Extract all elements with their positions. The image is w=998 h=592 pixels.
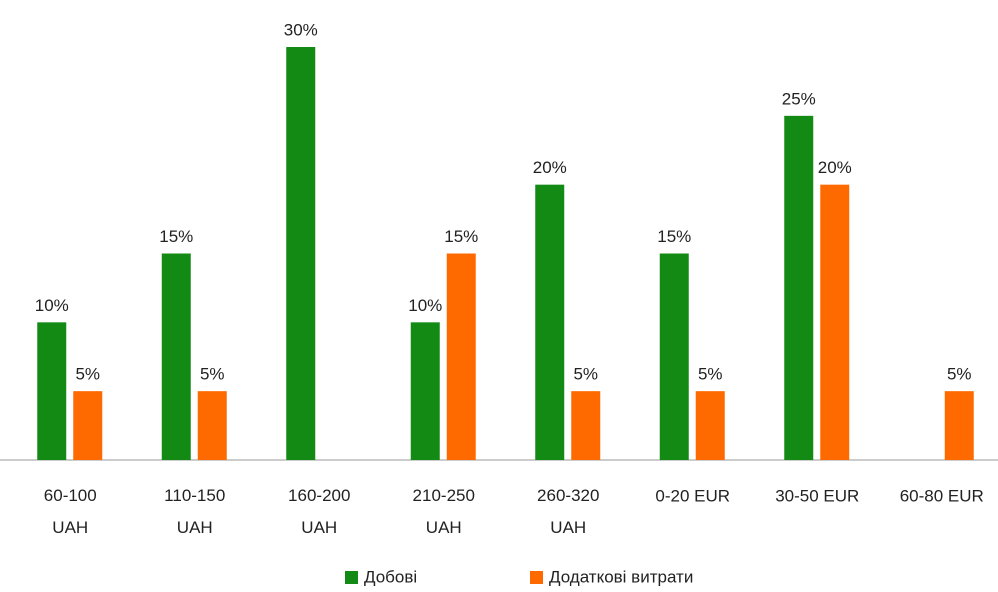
bar	[286, 47, 316, 460]
data-label: 20%	[533, 158, 567, 177]
x-tick-label: 260-320 UAH	[537, 486, 599, 537]
legend-label: Добові	[364, 567, 417, 586]
x-tick-label: 210-250 UAH	[413, 486, 475, 537]
bar	[73, 391, 103, 460]
bar	[571, 391, 601, 460]
bar	[535, 184, 565, 460]
data-label: 10%	[35, 296, 69, 315]
x-tick-label: 0-20 EUR	[655, 486, 730, 505]
bar	[784, 115, 814, 460]
data-label: 15%	[444, 227, 478, 246]
legend-swatch	[345, 571, 358, 584]
bar	[695, 391, 725, 460]
data-label: 5%	[573, 365, 598, 384]
x-tick-label: 30-50 EUR	[775, 486, 859, 505]
bar	[944, 391, 974, 460]
data-label: 25%	[782, 89, 816, 108]
x-tick-label: 160-200 UAH	[288, 486, 350, 537]
x-tick-label: 60-80 EUR	[900, 486, 984, 505]
legend-label: Додаткові витрати	[549, 567, 693, 586]
bar	[820, 184, 850, 460]
data-label: 5%	[698, 365, 723, 384]
x-tick-label: 60-100 UAH	[44, 486, 97, 537]
legend-swatch	[530, 571, 543, 584]
bar	[197, 391, 227, 460]
data-label: 5%	[75, 365, 100, 384]
data-label: 5%	[947, 365, 972, 384]
x-tick-label: 110-150 UAH	[164, 486, 225, 537]
bar	[161, 253, 191, 460]
bar	[37, 322, 67, 460]
bar	[410, 322, 440, 460]
bar	[446, 253, 476, 460]
bar	[659, 253, 689, 460]
data-label: 15%	[657, 227, 691, 246]
data-label: 30%	[284, 20, 318, 39]
data-label: 10%	[408, 296, 442, 315]
data-label: 5%	[200, 365, 225, 384]
data-label: 20%	[818, 158, 852, 177]
data-label: 15%	[159, 227, 193, 246]
